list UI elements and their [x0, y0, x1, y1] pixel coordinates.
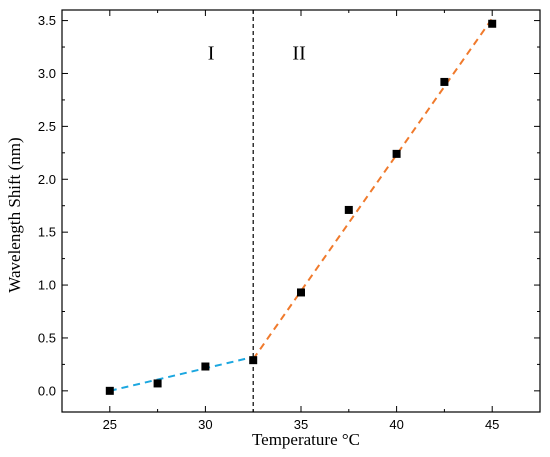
y-axis-title: Wavelength Shift (nm) [5, 137, 24, 292]
y-tick-label: 3.0 [38, 66, 56, 81]
data-point [344, 205, 353, 214]
y-tick-label: 0.5 [38, 330, 56, 345]
data-point [105, 386, 114, 395]
fit-line-1 [109, 356, 254, 392]
x-tick-label: 45 [485, 417, 499, 432]
y-tick-label: 3.5 [38, 13, 56, 28]
y-tick-label: 2.5 [38, 119, 56, 134]
plot-layer: 25 30 35 40 450.00.51.01.52.02.53.03.5I II [38, 9, 541, 432]
fit-line-2 [252, 17, 494, 360]
data-point [440, 77, 449, 86]
x-tick-label: 40 [389, 417, 403, 432]
data-point [488, 19, 497, 28]
y-tick-label: 0.0 [38, 383, 56, 398]
data-point [249, 356, 258, 365]
x-tick-label: 35 [294, 417, 308, 432]
data-point [153, 379, 162, 388]
y-tick-label: 1.0 [38, 278, 56, 293]
x-tick-label: 25 [103, 417, 117, 432]
region-label: II [292, 42, 305, 64]
data-point [297, 288, 305, 297]
data-point [201, 362, 210, 371]
y-tick-label: 1.5 [38, 225, 56, 240]
plot-frame [61, 9, 541, 413]
data-point [392, 149, 401, 158]
region-label: I [208, 42, 215, 64]
x-tick-label: 30 [198, 417, 212, 432]
y-tick-label: 2.0 [38, 172, 56, 187]
x-axis-title: Temperature °C [252, 430, 360, 449]
